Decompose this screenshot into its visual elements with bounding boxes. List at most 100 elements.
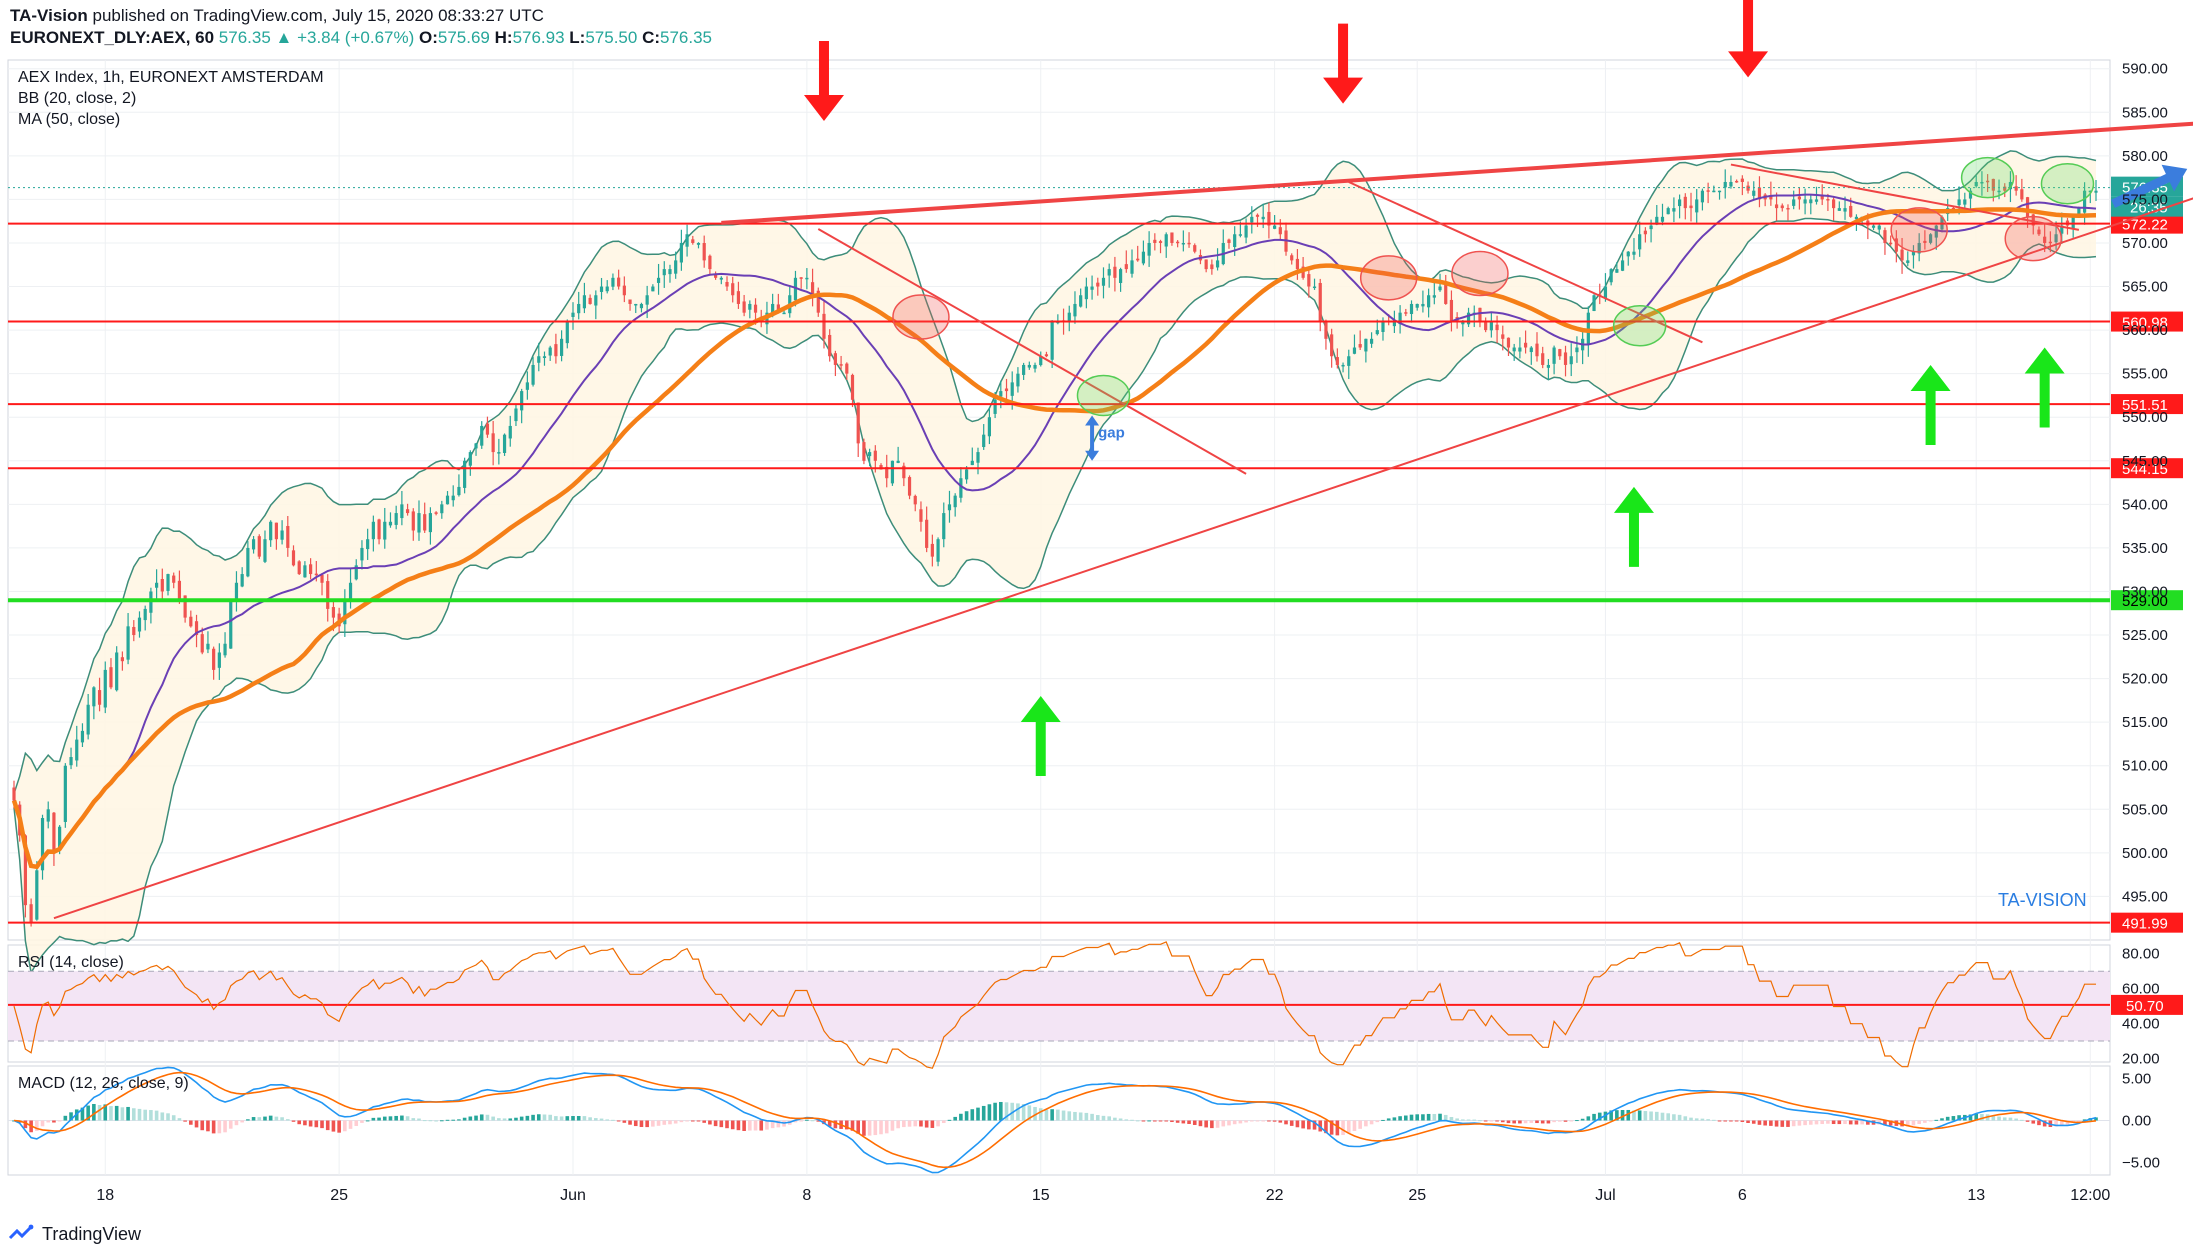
- macd-hist-bar: [80, 1107, 85, 1121]
- macd-hist-bar: [896, 1120, 900, 1129]
- y-tick-label: 580.00: [2122, 148, 2168, 165]
- macd-hist-bar: [57, 1120, 62, 1122]
- macd-hist-bar: [97, 1105, 102, 1121]
- candle-body: [1022, 364, 1026, 375]
- macd-hist-bar: [1717, 1120, 1722, 1122]
- candle-body: [2031, 214, 2035, 226]
- candle-body: [206, 643, 210, 650]
- candle-body: [776, 304, 780, 313]
- x-tick-label: 18: [96, 1187, 114, 1204]
- macd-hist-bar: [1478, 1120, 1482, 1122]
- candle-body: [771, 303, 775, 316]
- macd-hist-bar: [2054, 1120, 2058, 1127]
- candle-body: [810, 282, 815, 296]
- level-price-label: 560.98: [2122, 315, 2168, 332]
- candle-body: [23, 835, 28, 906]
- candle-body: [839, 364, 843, 366]
- candle-body: [137, 617, 142, 632]
- candle-body: [354, 565, 358, 580]
- macd-hist-bar: [696, 1120, 701, 1122]
- x-tick-label: 22: [1266, 1187, 1284, 1204]
- candle-body: [2088, 190, 2092, 193]
- macd-y-tick: 0.00: [2122, 1113, 2151, 1130]
- candle-body: [428, 513, 432, 533]
- candle-body: [1723, 181, 1727, 188]
- macd-hist-bar: [856, 1120, 861, 1134]
- macd-hist-bar: [1130, 1119, 1134, 1121]
- macd-hist-bar: [1135, 1120, 1140, 1122]
- macd-hist-bar: [753, 1120, 758, 1131]
- candle-body: [86, 704, 90, 735]
- candle-body: [873, 450, 877, 461]
- macd-hist-bar: [1854, 1120, 1859, 1125]
- macd-hist-bar: [2008, 1117, 2013, 1121]
- macd-hist-bar: [234, 1120, 239, 1126]
- footer: TradingView: [8, 1220, 141, 1248]
- candle-body: [719, 277, 723, 280]
- red-circle-marker: [1890, 207, 1948, 253]
- candle-body: [46, 809, 50, 822]
- candle-body: [1968, 190, 1973, 199]
- macd-hist-bar: [1073, 1111, 1077, 1121]
- macd-hist-bar: [457, 1119, 461, 1121]
- down-arrow-icon: [1323, 23, 1364, 104]
- macd-y-tick: −5.00: [2122, 1154, 2160, 1171]
- macd-hist-bar: [1364, 1120, 1368, 1127]
- macd-hist-bar: [1940, 1118, 1944, 1121]
- candle-body: [1638, 234, 1642, 250]
- candle-body: [400, 504, 404, 519]
- candle-body: [120, 657, 124, 662]
- y-tick-label: 545.00: [2122, 453, 2168, 470]
- macd-hist-bar: [1341, 1120, 1345, 1135]
- macd-hist-bar: [1044, 1109, 1049, 1121]
- candle-body: [1917, 242, 1921, 254]
- candle-body: [1666, 208, 1670, 215]
- candle-body: [58, 826, 62, 848]
- candle-body: [1986, 180, 1990, 183]
- candle-body: [1341, 364, 1345, 367]
- legend-title: AEX Index, 1h, EURONEXT AMSTERDAM: [18, 69, 324, 86]
- macd-hist-bar: [1751, 1120, 1756, 1124]
- candle-body: [1267, 211, 1271, 226]
- candle-body: [1278, 227, 1282, 235]
- candle-body: [1700, 190, 1705, 203]
- x-tick-label: Jun: [560, 1187, 586, 1204]
- published-text: published on TradingView.com, July 15, 2…: [92, 6, 544, 25]
- macd-hist-bar: [1883, 1120, 1887, 1126]
- candle-body: [725, 281, 729, 287]
- macd-hist-bar: [388, 1116, 393, 1121]
- candle-body: [913, 495, 917, 505]
- candle-body: [1466, 312, 1471, 325]
- macd-hist-bar: [1483, 1120, 1488, 1122]
- macd-hist-bar: [713, 1120, 718, 1127]
- candle-body: [1814, 199, 1819, 202]
- macd-hist-bar: [240, 1120, 244, 1123]
- candle-body: [2014, 186, 2018, 191]
- macd-hist-bar: [525, 1115, 530, 1121]
- tradingview-logo-icon[interactable]: [8, 1224, 36, 1244]
- macd-hist-bar: [884, 1120, 889, 1134]
- candle-body: [2054, 234, 2058, 243]
- level-price-tag: [2111, 458, 2183, 479]
- macd-hist-bar: [1301, 1120, 1305, 1129]
- macd-hist-bar: [1358, 1120, 1362, 1129]
- macd-hist-bar: [1455, 1118, 1459, 1121]
- macd-hist-bar: [1518, 1120, 1522, 1124]
- candle-body: [35, 870, 39, 920]
- candle-body: [1506, 337, 1511, 348]
- candle-body: [554, 344, 558, 357]
- candle-body: [1620, 260, 1625, 271]
- candle-body: [2082, 190, 2087, 213]
- candle-body: [411, 511, 415, 531]
- candle-body: [674, 260, 678, 274]
- macd-hist-bar: [1945, 1116, 1950, 1121]
- macd-hist-bar: [485, 1114, 490, 1121]
- tradingview-brand[interactable]: TradingView: [42, 1223, 142, 1244]
- macd-hist-bar: [719, 1120, 724, 1128]
- publisher-name[interactable]: TA-Vision: [10, 6, 88, 25]
- macd-hist-bar: [594, 1118, 598, 1121]
- macd-hist-bar: [468, 1116, 473, 1121]
- macd-hist-bar: [2031, 1120, 2036, 1124]
- macd-hist-bar: [702, 1120, 706, 1123]
